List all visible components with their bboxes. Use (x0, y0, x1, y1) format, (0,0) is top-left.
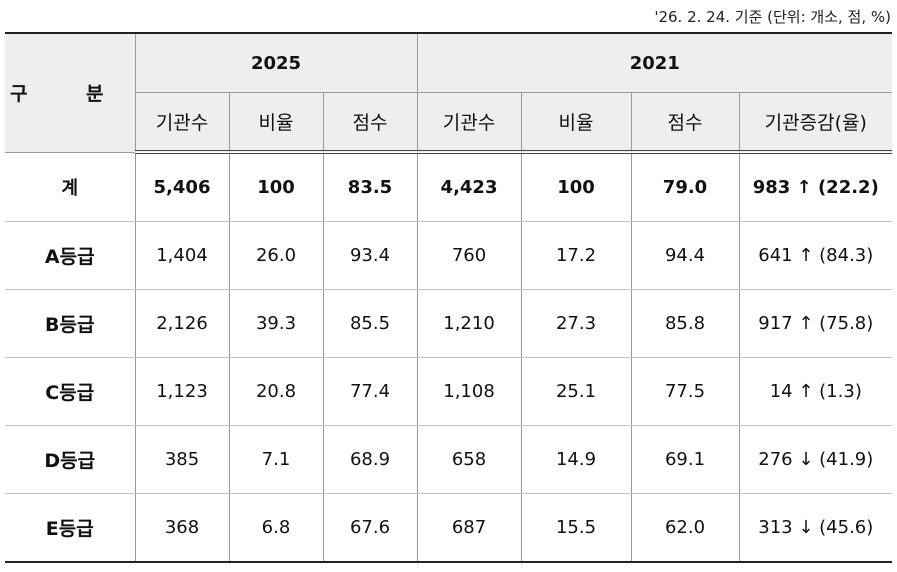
year-2025-header: 2025 (134, 32, 418, 93)
year-2021-header: 2021 (416, 32, 893, 93)
table-row: C등급 1,123 20.8 77.4 1,108 25.1 77.5 14 ↑… (5, 357, 893, 426)
table-row-total: 계 5,406 100 83.5 4,423 100 79.0 983 ↑ (2… (5, 152, 893, 222)
grade-table: 구 분 2025 2021 기관수 비율 점수 기관수 비율 점수 기관증감(율… (5, 32, 893, 563)
col-header: 점수 (322, 92, 418, 154)
row-label: E등급 (5, 493, 136, 563)
cell: 658 (416, 425, 522, 494)
row-label: 계 (5, 152, 136, 222)
cell: 83.5 (322, 152, 418, 222)
cell: 93.4 (322, 221, 418, 290)
cell: 368 (134, 493, 230, 563)
cell: 69.1 (630, 425, 740, 494)
cell: 15.5 (520, 493, 632, 563)
cell: 14.9 (520, 425, 632, 494)
col-header: 점수 (630, 92, 740, 154)
cell: 100 (228, 152, 324, 222)
cell: 79.0 (630, 152, 740, 222)
cell: 385 (134, 425, 230, 494)
cell: 1,123 (134, 357, 230, 426)
col-header: 기관증감(율) (738, 92, 893, 154)
table-row: E등급 368 6.8 67.6 687 15.5 62.0 313 ↓ (45… (5, 493, 893, 563)
unit-note: '26. 2. 24. 기준 (단위: 개소, 점, %) (654, 8, 891, 26)
cell: 100 (520, 152, 632, 222)
row-label: D등급 (5, 425, 136, 494)
col-header: 비율 (520, 92, 632, 154)
cell: 17.2 (520, 221, 632, 290)
cell: 85.5 (322, 289, 418, 358)
cell: 77.5 (630, 357, 740, 426)
cell: 62.0 (630, 493, 740, 563)
col-header: 비율 (228, 92, 324, 154)
cell: 39.3 (228, 289, 324, 358)
cell: 67.6 (322, 493, 418, 563)
cell: 1,108 (416, 357, 522, 426)
row-label: B등급 (5, 289, 136, 358)
cell: 27.3 (520, 289, 632, 358)
cell: 641 ↑ (84.3) (738, 221, 893, 290)
cell: 1,210 (416, 289, 522, 358)
cell: 14 ↑ (1.3) (738, 357, 893, 426)
cell: 68.9 (322, 425, 418, 494)
cell: 276 ↓ (41.9) (738, 425, 893, 494)
cell: 85.8 (630, 289, 740, 358)
cell: 2,126 (134, 289, 230, 358)
row-label: A등급 (5, 221, 136, 290)
cell: 917 ↑ (75.8) (738, 289, 893, 358)
col-header: 기관수 (135, 92, 230, 154)
cell: 5,406 (134, 152, 230, 222)
cell: 20.8 (228, 357, 324, 426)
row-label: C등급 (5, 357, 136, 426)
cell: 983 ↑ (22.2) (738, 152, 893, 222)
cell: 26.0 (228, 221, 324, 290)
table-row: A등급 1,404 26.0 93.4 760 17.2 94.4 641 ↑ … (5, 221, 893, 290)
cell: 313 ↓ (45.6) (738, 493, 893, 563)
table-row: D등급 385 7.1 68.9 658 14.9 69.1 276 ↓ (41… (5, 425, 893, 494)
col-header: 기관수 (416, 92, 522, 154)
cell: 77.4 (322, 357, 418, 426)
table-row: B등급 2,126 39.3 85.5 1,210 27.3 85.8 917 … (5, 289, 893, 358)
cell: 1,404 (134, 221, 230, 290)
cell: 760 (416, 221, 522, 290)
category-header: 구 분 (5, 32, 136, 153)
cell: 7.1 (228, 425, 324, 494)
cell: 6.8 (228, 493, 324, 563)
cell: 25.1 (520, 357, 632, 426)
cell: 4,423 (416, 152, 522, 222)
cell: 687 (416, 493, 522, 563)
cell: 94.4 (630, 221, 740, 290)
